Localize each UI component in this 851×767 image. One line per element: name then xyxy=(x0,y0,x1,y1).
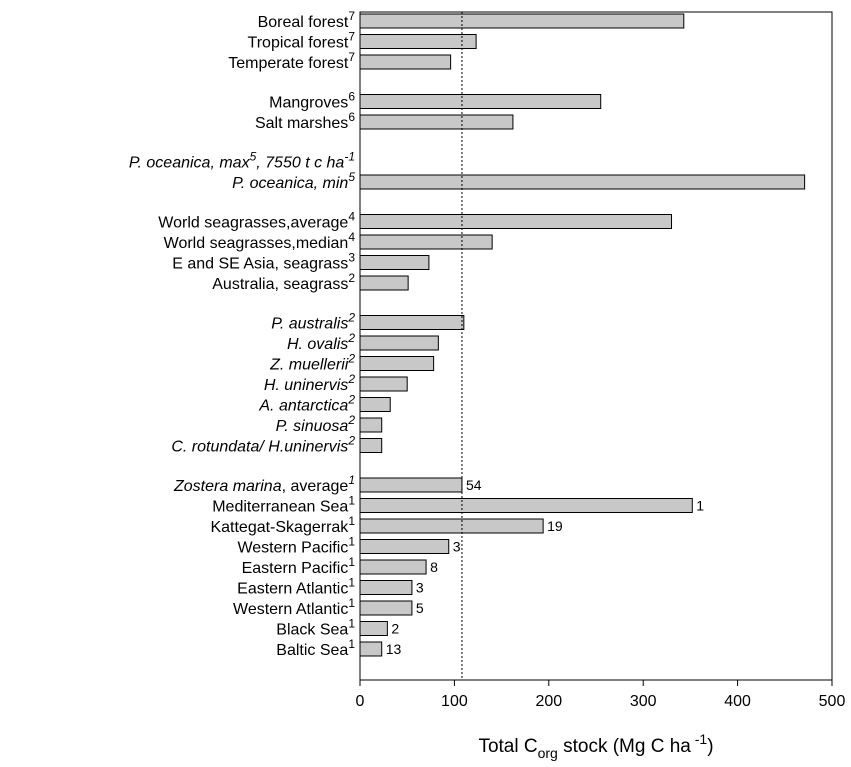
category-label: Salt marshes6​ xyxy=(255,110,355,132)
category-label: Australia, seagrass2​ xyxy=(212,271,355,293)
x-tick-label: 100 xyxy=(441,693,468,710)
bar-count-label: 5 xyxy=(416,600,424,616)
bar xyxy=(359,580,413,595)
category-label: Z. muellerii2​ xyxy=(269,352,355,374)
category-label: H. ovalis2​ xyxy=(287,331,355,353)
category-label: Kattegat-Skagerrak1​ xyxy=(210,514,355,536)
category-label: P. australis2​ xyxy=(271,311,355,333)
bar xyxy=(359,94,602,109)
bar xyxy=(359,498,693,513)
bar-count-label: 2 xyxy=(391,621,399,637)
category-labels-layer: Boreal forest7​Tropical forest7​Temperat… xyxy=(129,9,355,659)
category-label: World seagrasses,average4​ xyxy=(158,210,355,232)
bar-count-label: 8 xyxy=(430,559,438,575)
plot-frame xyxy=(359,11,833,681)
bar-count-label: 13 xyxy=(386,641,402,657)
bar xyxy=(359,114,514,130)
x-ticks-layer: 0 100 200 300 400 500 xyxy=(356,680,846,710)
category-label: P. oceanica, max5, 7550 t c ha-1​ xyxy=(129,150,355,172)
category-label: C. rotundata/ H.uninervis2​ xyxy=(171,434,355,456)
category-label: Mangroves6​ xyxy=(269,90,355,112)
category-label: Western Atlantic1​ xyxy=(233,596,355,618)
x-tick-label: 300 xyxy=(630,693,657,710)
bar xyxy=(359,621,388,636)
category-label: Baltic Sea1​ xyxy=(276,637,355,659)
x-axis-title: Total Corg stock (Mg C ha -1) xyxy=(478,731,713,761)
bar xyxy=(359,641,383,657)
bar xyxy=(359,518,544,534)
bar xyxy=(359,376,408,392)
bar xyxy=(359,438,383,453)
bars-layer: 54 1 19 383 5 2 13 xyxy=(359,13,806,657)
bar xyxy=(359,315,465,330)
bar xyxy=(359,214,673,229)
bar xyxy=(359,356,435,371)
category-label: P. sinuosa2​ xyxy=(276,413,356,435)
category-label: E and SE Asia, seagrass3​ xyxy=(172,251,355,273)
category-label: Black Sea1​ xyxy=(276,617,355,639)
bar xyxy=(359,539,450,554)
bar xyxy=(359,13,685,29)
bar xyxy=(359,417,383,433)
bar xyxy=(359,54,452,70)
x-tick-label: 0 xyxy=(356,693,365,710)
bar xyxy=(359,234,493,250)
bar xyxy=(359,174,806,190)
bar xyxy=(359,477,463,493)
bar-count-label: 54 xyxy=(466,477,482,493)
category-label: H. uninervis2​ xyxy=(264,372,355,394)
bar xyxy=(359,275,409,291)
category-label: Mediterranean Sea1​ xyxy=(212,494,355,516)
bar-count-label: 19 xyxy=(547,518,563,534)
category-label: Boreal forest7​ xyxy=(258,9,356,31)
bar xyxy=(359,255,430,270)
bar-count-label: 3 xyxy=(453,539,461,555)
x-tick-label: 500 xyxy=(819,693,846,710)
category-label: Temperate forest7​ xyxy=(228,50,355,72)
category-label: World seagrasses,median4​ xyxy=(164,230,356,252)
bar xyxy=(359,34,477,49)
bar xyxy=(359,397,391,412)
category-label: Western Pacific1​ xyxy=(237,535,355,557)
category-label: Zostera marina, average1​ xyxy=(173,473,355,495)
category-label: P. oceanica, min5​ xyxy=(232,170,355,192)
x-tick-label: 400 xyxy=(724,693,751,710)
category-label: A. antarctica2​ xyxy=(258,393,355,415)
bar xyxy=(359,600,413,616)
bar-count-label: 3 xyxy=(416,580,424,596)
category-label: Eastern Pacific1​ xyxy=(242,555,356,577)
x-tick-label: 200 xyxy=(535,693,562,710)
category-label: Tropical forest7​ xyxy=(248,30,356,52)
bar xyxy=(359,335,439,351)
bar-count-label: 1 xyxy=(696,498,704,514)
bar xyxy=(359,559,427,575)
category-label: Eastern Atlantic1​ xyxy=(237,576,355,598)
